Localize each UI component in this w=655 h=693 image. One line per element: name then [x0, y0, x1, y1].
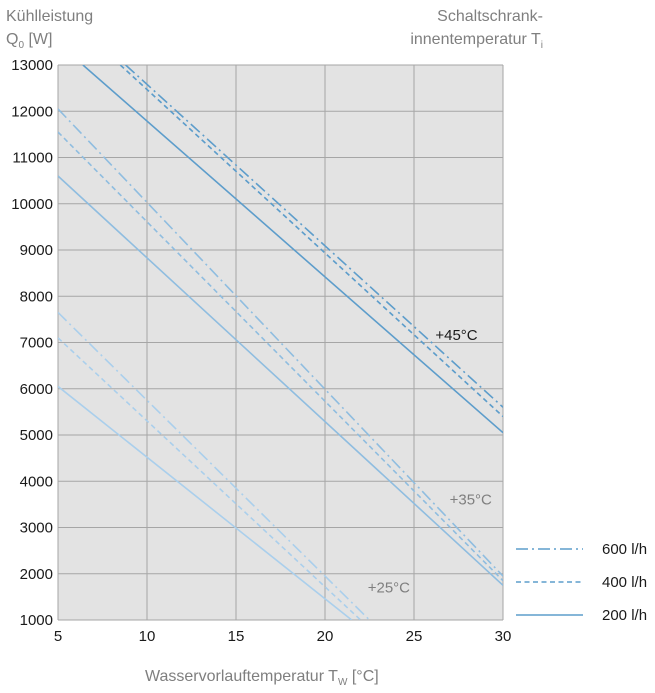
- legend: 600 l/h 400 l/h 200 l/h: [516, 541, 647, 624]
- y-axis-label-line1: Kühlleistung: [6, 8, 93, 25]
- series-group-label: +25°C: [368, 579, 410, 596]
- y-tick-label: 12000: [11, 103, 53, 120]
- annotations: +45°C +35°C +25°C: [368, 327, 492, 596]
- series-line: [58, 337, 362, 620]
- series-group-label: +45°C: [435, 327, 477, 344]
- y-axis-label-line2: Q0 [W]: [6, 31, 52, 51]
- y-tick-label: 8000: [20, 288, 53, 305]
- x-tick-label: 20: [317, 628, 334, 645]
- series-line: [58, 385, 353, 620]
- legend-label: 600 l/h: [602, 541, 647, 558]
- series-line: [58, 131, 503, 582]
- x-axis-label: Wasservorlauftemperatur TW [°C]: [145, 668, 379, 688]
- y-tick-label: 11000: [12, 150, 53, 167]
- y-tick-label: 6000: [20, 381, 53, 398]
- x-tick-label: 10: [139, 628, 156, 645]
- y-tick-label: 1000: [20, 612, 53, 629]
- y-tick-label: 7000: [20, 335, 53, 352]
- series-line: [58, 175, 503, 586]
- y-tick-label: 5000: [20, 427, 53, 444]
- x-tick-label: 25: [406, 628, 423, 645]
- y-tick-label: 13000: [11, 57, 53, 74]
- series-line: [58, 311, 371, 620]
- y-tick-label: 9000: [20, 242, 53, 259]
- legend-title-line2: innentemperatur Ti: [410, 31, 543, 51]
- y-tick-label: 10000: [11, 196, 53, 213]
- series-group-label: +35°C: [450, 491, 492, 508]
- y-tick-label: 2000: [20, 566, 53, 583]
- legend-label: 200 l/h: [602, 607, 647, 624]
- x-tick-label: 30: [495, 628, 512, 645]
- y-tick-label: 4000: [20, 473, 53, 490]
- series-line: [58, 108, 503, 577]
- series-line: [119, 65, 503, 418]
- series-line: [82, 65, 503, 434]
- legend-title-line1: Schaltschrank-: [437, 8, 543, 25]
- x-tick-label: 5: [54, 628, 62, 645]
- x-tick-label: 15: [228, 628, 245, 645]
- y-tick-label: 3000: [20, 520, 53, 537]
- series-line: [125, 65, 503, 408]
- legend-label: 400 l/h: [602, 574, 647, 591]
